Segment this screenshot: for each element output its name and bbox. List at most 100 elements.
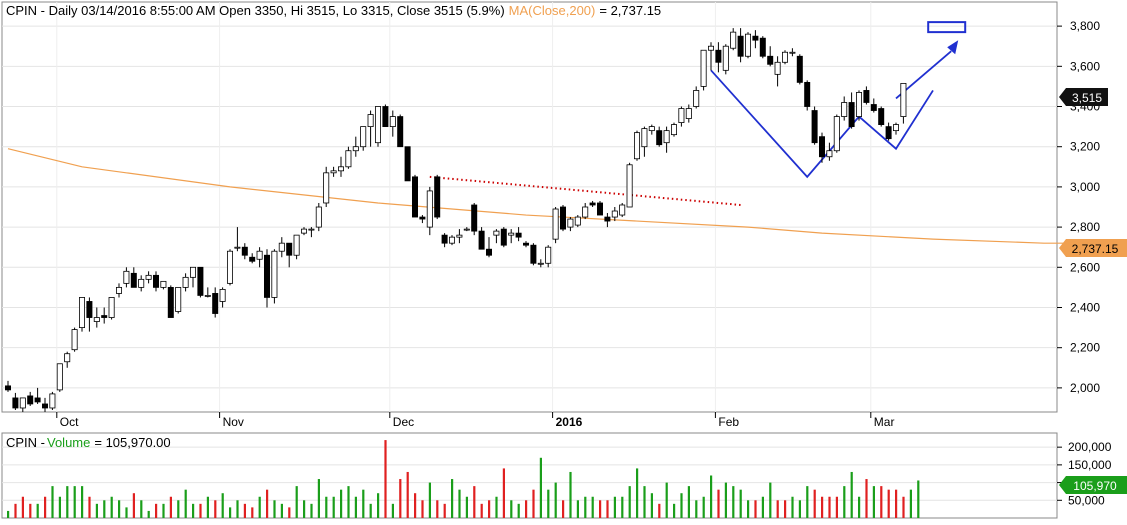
volume-bar-up (458, 489, 461, 518)
volume-bar-down (887, 489, 890, 518)
candle-up (389, 116, 396, 128)
candle (567, 217, 574, 232)
last-volume-badge: 105,970 (1059, 476, 1127, 494)
volume-bar-up (192, 503, 195, 518)
volume-bar-up (236, 500, 239, 518)
candle (86, 297, 93, 332)
candle (589, 200, 596, 207)
candle (826, 142, 833, 161)
candle-up (456, 234, 463, 238)
candle-down (796, 55, 803, 83)
volume-bar-down (658, 503, 661, 518)
volume-bar-up (73, 486, 76, 518)
candle-up (256, 250, 263, 260)
volume-bar-up (125, 507, 128, 518)
candle (189, 266, 196, 288)
candle-down (101, 315, 108, 318)
volume-bar-up (569, 471, 572, 518)
volume-bar-up (687, 486, 690, 518)
candle-up (293, 234, 300, 256)
candle (471, 202, 478, 236)
candle-down (397, 116, 404, 148)
candle (537, 259, 544, 268)
candle (448, 235, 455, 246)
price-axis: 2,0002,2002,4002,6002,8003,0003,2003,400… (1057, 19, 1100, 395)
candle (419, 215, 426, 224)
volume-bar-up (362, 489, 365, 518)
volume-bar-up (369, 503, 372, 518)
candle (234, 227, 241, 252)
volume-bar-up (554, 482, 557, 518)
candle (485, 237, 492, 258)
ma-value-badge: 2,737.15 (1059, 239, 1127, 257)
candle-down (382, 106, 389, 128)
candle-down (241, 246, 248, 256)
volume-bar-down (406, 471, 409, 518)
volume-bar-up (702, 496, 705, 518)
candle (804, 80, 811, 111)
candle-up (582, 206, 589, 218)
candle-up (545, 246, 552, 264)
candle-up (71, 329, 78, 351)
candle (597, 200, 604, 216)
candle (619, 202, 626, 218)
price-tick-label: 3,000 (1070, 180, 1100, 194)
candle-down (878, 108, 885, 125)
candle-up (841, 102, 848, 117)
candle-down (804, 81, 811, 107)
ma-200-line (7, 148, 1127, 244)
candle (42, 397, 49, 412)
candle (811, 106, 818, 145)
volume-bar-down (606, 500, 609, 518)
candle-up (160, 280, 167, 288)
candle-down (589, 202, 596, 206)
volume-bar-down (384, 440, 387, 518)
candle-up (93, 317, 100, 322)
volume-bar-up (7, 510, 10, 518)
candle (323, 166, 330, 207)
price-tick-label: 2,400 (1070, 300, 1100, 314)
volume-bar-down (421, 500, 424, 518)
candle (308, 227, 315, 238)
candle (352, 136, 359, 157)
candle (5, 380, 11, 392)
candle (767, 46, 774, 67)
candle (71, 327, 78, 352)
candle (93, 307, 100, 328)
candle-up (138, 278, 145, 288)
volume-bar-down (214, 500, 217, 518)
volume-bar-up (81, 486, 84, 518)
candle (263, 249, 270, 308)
volume-bar-up (162, 503, 165, 518)
volume-bar-up (843, 486, 846, 518)
candle (493, 229, 500, 244)
candle-up (508, 232, 515, 236)
candle-up (611, 210, 618, 218)
candle (819, 132, 826, 163)
candle-down (715, 49, 722, 63)
volume-bar-up (347, 486, 350, 518)
volume-bar-down (473, 486, 476, 518)
candle-down (885, 126, 892, 140)
candle-up (56, 363, 63, 391)
candle-up (300, 228, 307, 234)
price-tick-label: 3,800 (1070, 19, 1100, 33)
volume-bar-up (547, 489, 550, 518)
volume-bar-up (332, 496, 335, 518)
candle-up (182, 276, 189, 288)
volume-bar-up (303, 500, 306, 518)
volume-bar-up (221, 493, 224, 518)
candle (300, 227, 307, 236)
candle (863, 86, 870, 105)
volume-bar-up (732, 486, 735, 518)
candle-down (130, 272, 137, 288)
candle-up (678, 108, 685, 123)
volume-bar-up (340, 489, 343, 518)
volume-bar-up (739, 489, 742, 518)
date-tick-label: Feb (718, 415, 739, 429)
svg-text:105,970: 105,970 (1073, 479, 1117, 493)
volume-bar-up (613, 496, 616, 518)
candle (582, 202, 589, 220)
